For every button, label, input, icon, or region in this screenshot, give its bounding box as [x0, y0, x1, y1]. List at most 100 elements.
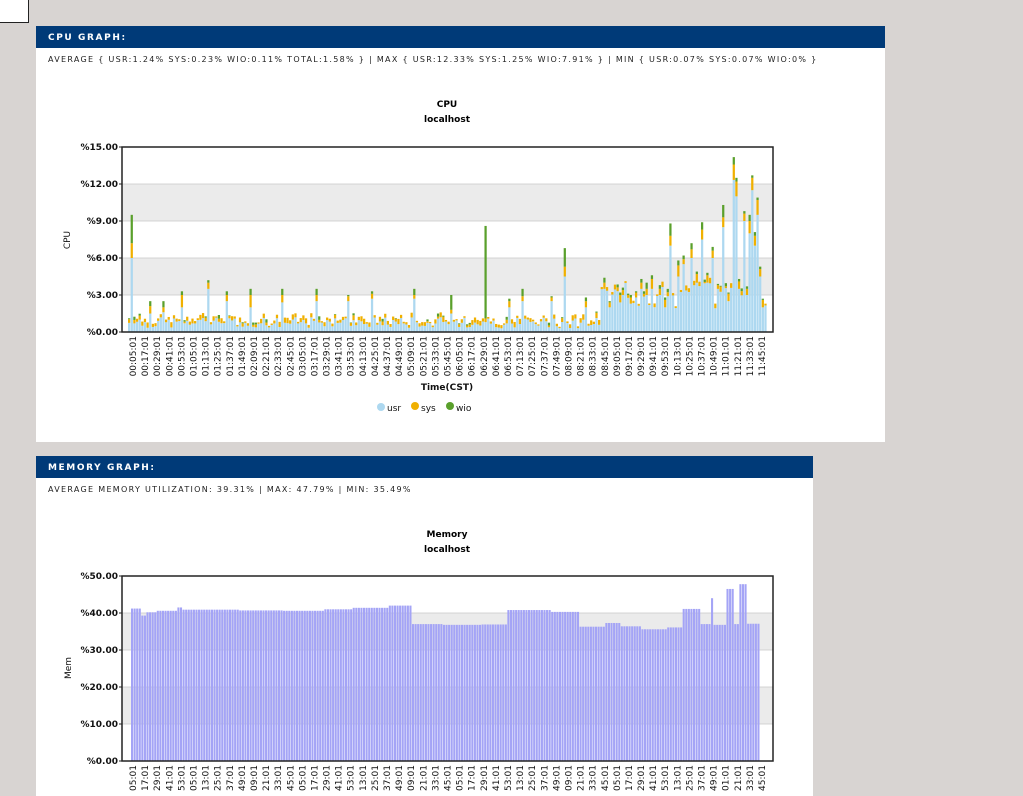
memory-x-tick-label: 45:01: [601, 765, 611, 791]
memory-bar: [484, 624, 486, 761]
cpu-bar-usr: [595, 318, 597, 332]
cpu-bar-sys: [548, 325, 550, 327]
cpu-bar-sys: [173, 315, 175, 318]
cpu-bar-usr: [603, 289, 605, 332]
memory-bar: [672, 627, 674, 761]
cpu-bar-wio: [131, 215, 133, 243]
cpu-bar-usr: [587, 326, 589, 332]
cpu-x-tick-label: 02:09:01: [250, 336, 260, 376]
cpu-bar-usr: [606, 291, 608, 332]
cpu-x-tick-label: 01:05:01: [189, 336, 199, 376]
memory-bar: [580, 627, 582, 761]
memory-bar: [500, 624, 502, 761]
cpu-bar-sys: [345, 317, 347, 319]
cpu-bar-wio: [585, 297, 587, 301]
cpu-bar-usr: [601, 289, 603, 332]
cpu-bar-sys: [413, 295, 415, 299]
cpu-bar-sys: [632, 301, 634, 303]
cpu-x-tick-label: 05:33:01: [431, 336, 441, 376]
cpu-bar-wio: [561, 317, 563, 318]
cpu-bar-usr: [260, 323, 262, 332]
cpu-bar-sys: [374, 315, 376, 317]
cpu-bar-sys: [294, 313, 296, 317]
cpu-bar-usr: [271, 325, 273, 332]
cpu-grid-band: [122, 184, 773, 221]
cpu-bar-usr: [403, 323, 405, 332]
cpu-bar-sys: [733, 165, 735, 180]
cpu-bar-wio: [228, 315, 230, 316]
memory-bar: [198, 610, 200, 761]
cpu-bar-sys: [675, 306, 677, 308]
cpu-bar-sys: [448, 322, 450, 325]
cpu-bar-wio: [683, 256, 685, 260]
memory-bar: [332, 609, 334, 761]
cpu-bar-sys: [168, 317, 170, 320]
cpu-bar-usr: [247, 326, 249, 332]
cpu-bar-usr: [376, 325, 378, 332]
cpu-bar-wio: [743, 211, 745, 213]
memory-bar: [170, 611, 172, 761]
cpu-x-tick-label: 07:49:01: [552, 336, 562, 376]
cpu-bar-usr: [162, 312, 164, 332]
memory-bar: [420, 624, 422, 761]
cpu-bar-usr: [756, 215, 758, 332]
memory-x-tick-label: 21:01: [734, 765, 744, 791]
cpu-x-tick-label: 02:21:01: [262, 336, 272, 376]
cpu-bar-usr: [730, 288, 732, 332]
cpu-bar-sys: [228, 316, 230, 318]
cpu-bar-sys: [611, 292, 613, 295]
cpu-bar-sys: [764, 304, 766, 306]
memory-x-tick-label: 37:01: [540, 765, 550, 791]
cpu-bar-usr: [389, 327, 391, 332]
memory-bar: [690, 609, 692, 761]
cpu-bar-sys: [154, 323, 156, 326]
memory-bar: [141, 616, 143, 761]
cpu-bar-sys: [487, 317, 489, 319]
cpu-bar-usr: [263, 318, 265, 332]
cpu-bar-usr: [463, 318, 465, 332]
memory-bar: [278, 610, 280, 761]
cpu-x-tick-label: 09:41:01: [649, 336, 659, 376]
legend-wio-marker: [446, 402, 454, 410]
cpu-bar-usr: [186, 321, 188, 332]
memory-bar: [443, 625, 445, 761]
cpu-bar-usr: [429, 323, 431, 332]
cpu-bar-sys: [181, 295, 183, 307]
cpu-bar-sys: [257, 322, 259, 323]
memory-bar: [665, 629, 667, 761]
memory-x-tick-label: 29:01: [323, 765, 333, 791]
cpu-bar-usr: [437, 319, 439, 332]
cpu-bar-wio: [659, 285, 661, 289]
cpu-bar-usr: [622, 295, 624, 332]
memory-bar: [389, 606, 391, 761]
cpu-bar-sys: [466, 326, 468, 328]
memory-x-tick-label: 33:01: [431, 765, 441, 791]
cpu-bar-usr: [366, 324, 368, 332]
cpu-bar-usr: [455, 320, 457, 332]
cpu-bar-wio: [701, 222, 703, 229]
cpu-bar-sys: [302, 315, 304, 320]
cpu-bar-wio: [717, 284, 719, 285]
cpu-bar-usr: [128, 323, 130, 332]
cpu-bar-usr: [706, 283, 708, 332]
cpu-bar-wio: [442, 316, 444, 317]
memory-bar: [188, 610, 190, 761]
memory-bar: [618, 623, 620, 761]
cpu-x-tick-label: 06:17:01: [468, 336, 478, 376]
memory-bar: [721, 625, 723, 761]
memory-bar: [288, 611, 290, 761]
memory-bar: [342, 609, 344, 761]
cpu-bar-usr: [152, 327, 154, 332]
cpu-bar-usr: [735, 196, 737, 332]
cpu-bar-sys: [405, 322, 407, 324]
cpu-bar-usr: [136, 322, 138, 332]
cpu-bar-sys: [421, 322, 423, 325]
cpu-bar-usr: [165, 322, 167, 332]
cpu-bar-sys: [408, 325, 410, 328]
memory-bar: [306, 611, 308, 761]
cpu-bar-sys: [511, 319, 513, 323]
memory-bar: [417, 624, 419, 761]
cpu-bar-usr: [131, 258, 133, 332]
cpu-bar-usr: [286, 323, 288, 332]
memory-x-tick-label: 21:01: [577, 765, 587, 791]
